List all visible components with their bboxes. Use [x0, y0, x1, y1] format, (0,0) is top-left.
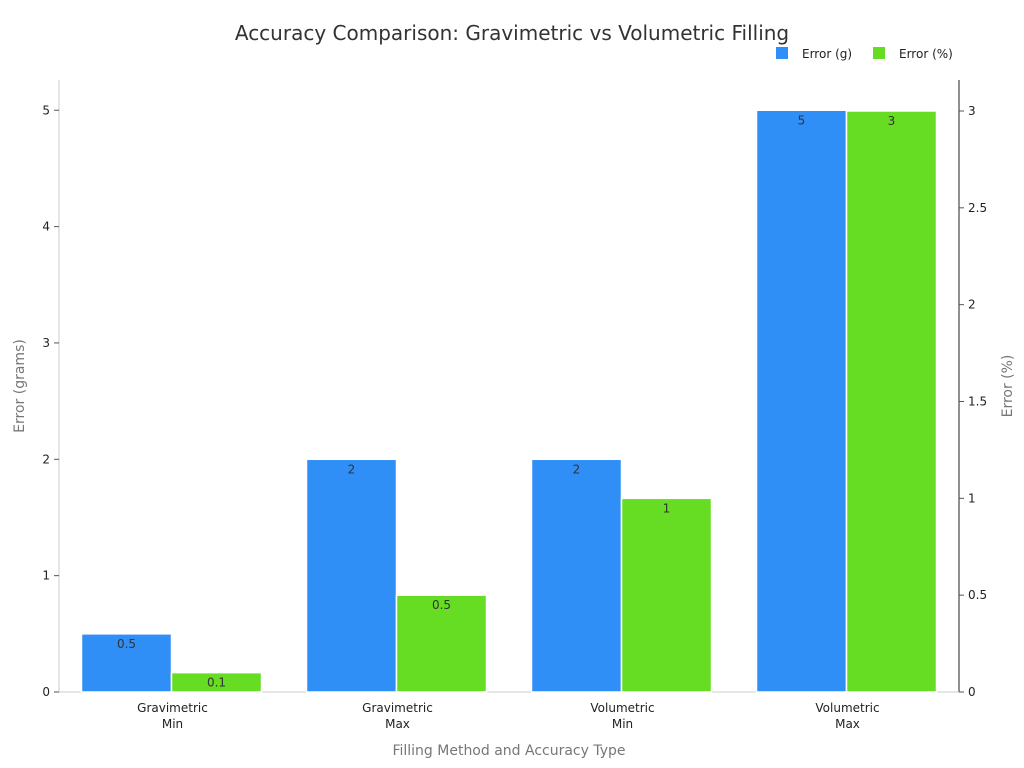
category-label: Volumetric — [590, 701, 654, 715]
left-tick-label: 3 — [42, 336, 50, 350]
bar-error-pct — [620, 497, 713, 693]
data-label-error-g: 0.5 — [117, 637, 136, 651]
data-label-error-g: 5 — [798, 113, 806, 127]
left-tick-label: 1 — [42, 569, 50, 583]
bar-error-pct — [395, 594, 488, 693]
data-label-error-g: 2 — [573, 462, 581, 476]
data-label-error-pct: 0.5 — [432, 598, 451, 612]
bar-error-g — [755, 109, 848, 693]
right-tick-label: 0 — [968, 685, 976, 699]
category-label: Min — [162, 717, 183, 731]
right-axis-ticks: 0 0.5 1 1.5 2 2.5 3 — [959, 104, 987, 699]
category-label: Volumetric — [815, 701, 879, 715]
legend: Error (g) Error (%) — [776, 47, 953, 61]
left-tick-label: 0 — [42, 685, 50, 699]
left-axis-title: Error (grams) — [12, 339, 28, 433]
right-tick-label: 1 — [968, 491, 976, 505]
right-tick-label: 2.5 — [968, 201, 987, 215]
data-label-error-pct: 0.1 — [207, 676, 226, 690]
legend-label: Error (g) — [802, 47, 852, 61]
bar-error-g — [305, 458, 398, 693]
bar-error-pct — [170, 671, 263, 693]
bar-error-g — [530, 458, 623, 693]
bar-error-g — [80, 633, 173, 693]
left-tick-label: 2 — [42, 452, 50, 466]
chart-title: Accuracy Comparison: Gravimetric vs Volu… — [235, 21, 789, 45]
right-tick-label: 1.5 — [968, 394, 987, 408]
category-label: Gravimetric — [137, 701, 208, 715]
category-labels: Gravimetric Min Gravimetric Max Volumetric Mi… — [137, 701, 879, 731]
category-label: Max — [385, 717, 410, 731]
right-tick-label: 3 — [968, 104, 976, 118]
data-label-error-pct: 3 — [888, 114, 896, 128]
data-labels: 0.5 2 2 5 0.1 0.5 1 3 — [117, 113, 895, 689]
data-label-error-g: 2 — [348, 462, 356, 476]
bar-error-pct — [845, 110, 938, 693]
bars — [80, 109, 938, 693]
right-axis-title: Error (%) — [1000, 355, 1016, 418]
legend-label: Error (%) — [899, 47, 953, 61]
category-label: Max — [835, 717, 860, 731]
left-axis-ticks: 0 1 2 3 4 5 — [42, 103, 59, 699]
category-label: Min — [612, 717, 633, 731]
x-axis-title: Filling Method and Accuracy Type — [392, 743, 625, 759]
left-tick-label: 4 — [42, 220, 50, 234]
legend-swatch — [873, 47, 885, 59]
data-label-error-pct: 1 — [663, 501, 671, 515]
category-label: Gravimetric — [362, 701, 433, 715]
right-tick-label: 2 — [968, 298, 976, 312]
right-tick-label: 0.5 — [968, 588, 987, 602]
left-tick-label: 5 — [42, 103, 50, 117]
legend-swatch — [776, 47, 788, 59]
